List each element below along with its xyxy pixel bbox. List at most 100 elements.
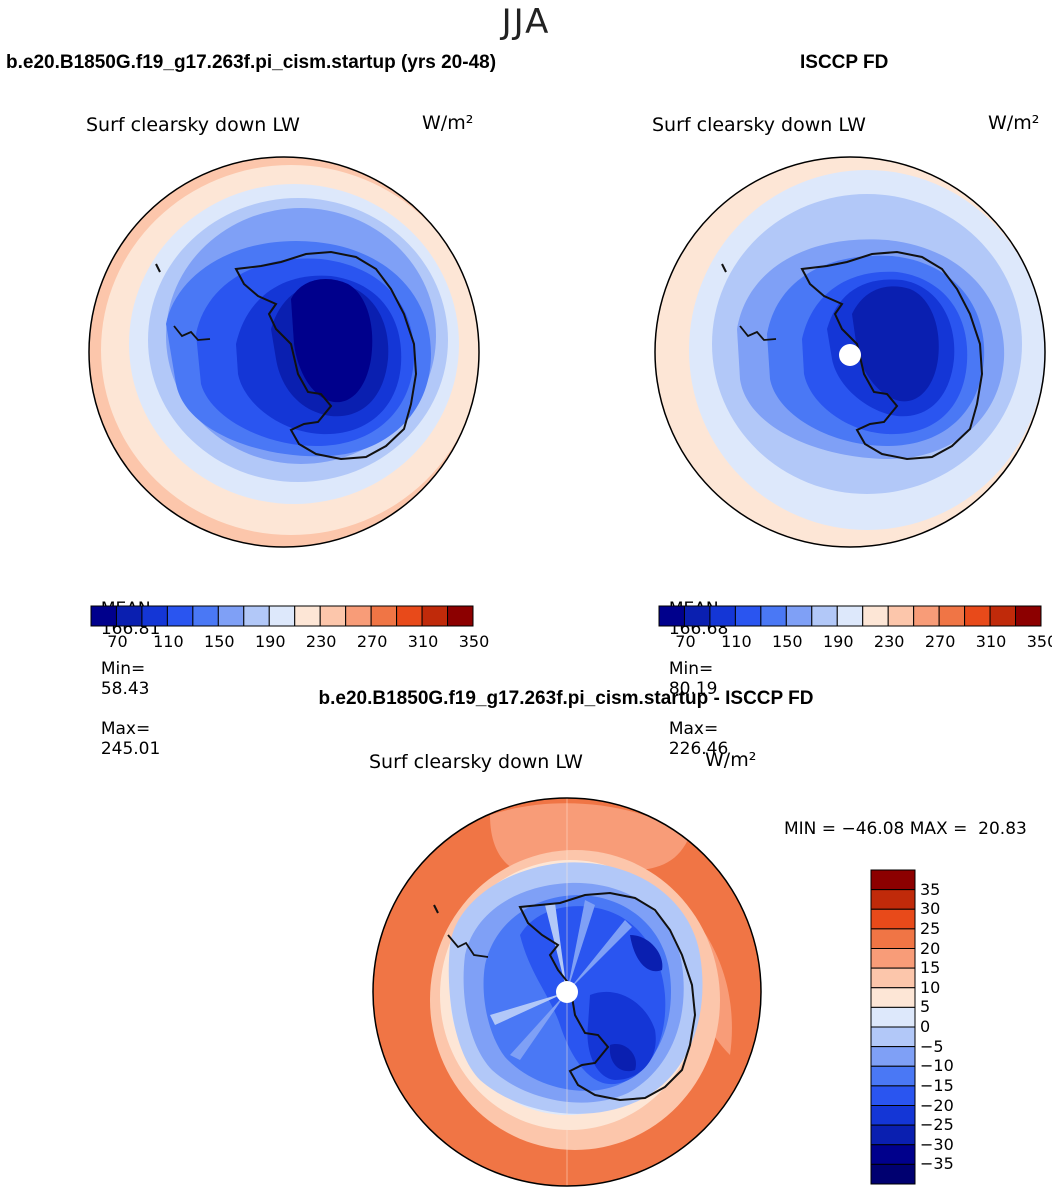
panel-1-min-label: Min= bbox=[100, 659, 146, 679]
panel-2-colorbar-tick-label: 70 bbox=[675, 632, 696, 651]
panel-2-colorbar-tick-label: 350 bbox=[1026, 632, 1052, 651]
panel-2-colorbar-tick-label: 150 bbox=[772, 632, 803, 651]
panel-1-colorbar-swatch bbox=[192, 605, 219, 627]
panel-2-colorbar-swatch bbox=[938, 605, 966, 627]
panel-1-colorbar-tick-label: 230 bbox=[305, 632, 337, 651]
panel-2-colorbar-swatch bbox=[760, 605, 787, 627]
diff-map bbox=[372, 797, 762, 1187]
panel-2-colorbar-tick-label: 230 bbox=[873, 632, 905, 651]
panel-2-colorbar-tick-label: 310 bbox=[975, 632, 1007, 651]
panel-1-colorbar-swatch bbox=[447, 605, 474, 627]
diff-variable: Surf clearsky down LW bbox=[369, 751, 583, 773]
panel-2-min: 80.19 bbox=[668, 679, 718, 699]
panel-1-colorbar-swatch bbox=[217, 605, 245, 627]
diff-colorbar bbox=[870, 869, 916, 1185]
panel-2-colorbar-tick-label: 190 bbox=[822, 632, 854, 651]
panel-2-colorbar-swatch bbox=[913, 605, 940, 627]
panel-2-colorbar-swatch bbox=[1015, 605, 1042, 627]
season-title: JJA bbox=[501, 2, 551, 42]
diff-colorbar-swatch bbox=[870, 889, 916, 910]
diff-colorbar-tick-label: −10 bbox=[920, 1056, 954, 1076]
diff-colorbar-tick-label: 0 bbox=[920, 1017, 931, 1036]
diff-colorbar-tick-label: 5 bbox=[920, 997, 931, 1017]
diff-colorbar-tick-label: 15 bbox=[920, 958, 941, 978]
panel-1-colorbar-swatch bbox=[141, 605, 168, 627]
panel-1-min: 58.43 bbox=[100, 679, 150, 699]
panel-1-colorbar-swatch bbox=[268, 605, 296, 627]
panel-1-colorbar-ticks: 70 110 150 190 230 270 310 350 bbox=[90, 632, 489, 652]
diff-colorbar-tick-label: 30 bbox=[920, 899, 941, 919]
panel-1-max-label: Max= bbox=[100, 719, 151, 739]
panel-2-colorbar-swatch bbox=[964, 605, 991, 627]
panel-1-colorbar-tick-label: 190 bbox=[254, 632, 286, 651]
panel-2-colorbar-swatch bbox=[683, 605, 711, 627]
panel-1-variable: Surf clearsky down LW bbox=[86, 114, 300, 136]
panel-1-colorbar-tick-label: 110 bbox=[153, 632, 184, 651]
diff-colorbar-swatch bbox=[870, 1163, 916, 1185]
diff-colorbar-swatch bbox=[870, 1026, 916, 1048]
panel-2-colorbar-tick-label: 270 bbox=[924, 632, 956, 651]
diff-colorbar-tick-label: −5 bbox=[920, 1036, 944, 1056]
panel-2-max-label: Max= bbox=[668, 719, 719, 739]
diff-colorbar-swatch bbox=[870, 967, 916, 989]
diff-colorbar-tick-label: 25 bbox=[920, 918, 941, 938]
diff-units: W/m² bbox=[705, 749, 757, 771]
panel-2-colorbar-swatch bbox=[862, 605, 889, 627]
diff-colorbar-swatch bbox=[870, 1124, 916, 1146]
panel-2-colorbar-swatch bbox=[785, 605, 813, 627]
panel-1-colorbar-swatch bbox=[421, 605, 449, 627]
diff-minmax: MIN = −46.08 MAX = 20.83 bbox=[784, 819, 1027, 839]
panel-2-variable: Surf clearsky down LW bbox=[652, 114, 866, 136]
panel-1-colorbar-tick-label: 270 bbox=[356, 632, 388, 651]
panel-1-colorbar-tick-label: 150 bbox=[204, 632, 235, 651]
panel-1-colorbar-swatch bbox=[90, 605, 117, 627]
panel-2-colorbar-swatch bbox=[734, 605, 762, 627]
diff-colorbar-tick-label: 10 bbox=[920, 977, 941, 997]
panel-1-colorbar-swatch bbox=[319, 605, 347, 627]
panel-2-colorbar-tick-label: 110 bbox=[721, 632, 752, 651]
panel-1-colorbar-swatch bbox=[370, 605, 398, 627]
diff-colorbar-ticks: 35 30 25 20 15 10 5 0 −5 −10 −15 −20 −25 −30 −35 bbox=[920, 869, 980, 1185]
panel-2-map bbox=[654, 156, 1046, 548]
diff-colorbar-tick-label: −15 bbox=[920, 1075, 954, 1095]
panel-2-units: W/m² bbox=[988, 112, 1040, 134]
diff-colorbar-swatch bbox=[870, 987, 916, 1008]
diff-colorbar-swatch bbox=[870, 948, 916, 969]
diff-colorbar-swatch bbox=[870, 1105, 916, 1126]
panel-1-colorbar-swatch bbox=[115, 605, 143, 627]
panel-1-colorbar-tick-label: 350 bbox=[458, 632, 490, 651]
panel-1-colorbar-tick-label: 70 bbox=[107, 632, 128, 651]
panel-1-units: W/m² bbox=[422, 112, 474, 134]
panel-1-colorbar-swatch bbox=[294, 605, 321, 627]
diff-colorbar-swatch bbox=[870, 928, 916, 949]
diff-colorbar-swatch bbox=[870, 1144, 916, 1165]
diff-title: b.e20.B1850G.f19_g17.263f.pi_cism.startu… bbox=[318, 688, 814, 709]
diff-colorbar-swatch bbox=[870, 1065, 916, 1087]
diff-colorbar-swatch bbox=[870, 1085, 916, 1106]
panel-1-colorbar bbox=[90, 605, 474, 627]
panel-1-colorbar-swatch bbox=[166, 605, 194, 627]
panel-2-colorbar bbox=[658, 605, 1042, 627]
panel-2-colorbar-swatch bbox=[709, 605, 736, 627]
panel-1-map bbox=[88, 156, 480, 548]
diff-colorbar-tick-label: −25 bbox=[920, 1115, 954, 1135]
panel-1-colorbar-tick-label: 310 bbox=[407, 632, 439, 651]
panel-2-colorbar-swatch bbox=[811, 605, 838, 627]
panel-2-colorbar-swatch bbox=[658, 605, 685, 627]
panel-2-colorbar-swatch bbox=[836, 605, 864, 627]
panel-2-title: ISCCP FD bbox=[800, 52, 889, 73]
panel-1-colorbar-swatch bbox=[396, 605, 423, 627]
diff-colorbar-tick-label: 35 bbox=[920, 879, 941, 899]
diff-colorbar-swatch bbox=[870, 1006, 916, 1028]
diff-colorbar-swatch bbox=[870, 908, 916, 930]
diff-colorbar-swatch bbox=[870, 1046, 916, 1067]
panel-2-max: 226.46 bbox=[668, 739, 729, 759]
panel-2-colorbar-swatch bbox=[989, 605, 1017, 627]
panel-1-colorbar-swatch bbox=[345, 605, 372, 627]
panel-1-title: b.e20.B1850G.f19_g17.263f.pi_cism.startu… bbox=[6, 52, 497, 73]
panel-2-colorbar-swatch bbox=[887, 605, 915, 627]
diff-colorbar-tick-label: −35 bbox=[920, 1154, 954, 1174]
diff-colorbar-tick-label: 20 bbox=[920, 938, 941, 958]
panel-1-max: 245.01 bbox=[100, 739, 161, 759]
panel-2-colorbar-ticks: 70 110 150 190 230 270 310 350 bbox=[658, 632, 1052, 652]
